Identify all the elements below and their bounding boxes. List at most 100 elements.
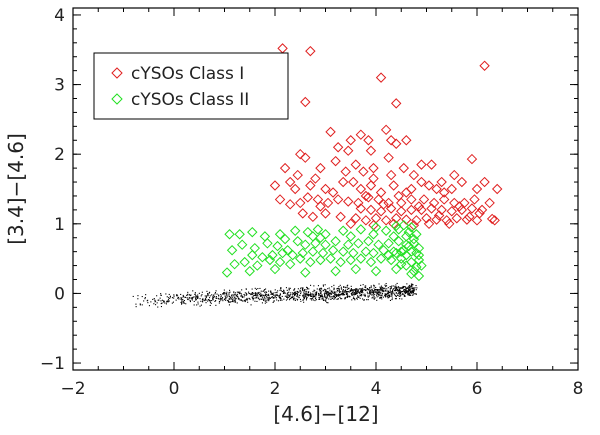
field-star-point [320,292,322,294]
field-star-point [266,291,268,293]
field-star-point [326,292,328,294]
class-i-point [486,213,498,225]
class-ii-point [406,256,417,268]
class-ii-point [401,231,412,242]
x-tick-label: 6 [472,379,483,399]
field-star-point [399,292,401,294]
field-star-point [411,291,413,293]
field-star-point [288,289,290,291]
class-i-point [426,203,437,214]
field-star-point [264,297,266,299]
field-star-point [390,286,392,288]
field-star-point [349,289,351,291]
field-star-point [410,288,412,290]
field-star-point [207,295,209,297]
class-i-point [269,180,281,191]
field-star-point [226,296,228,298]
field-star-point [305,291,307,293]
x-tick-label: 2 [270,379,281,399]
field-star-point [321,298,323,300]
field-star-point [348,296,350,298]
field-star-point [401,293,403,295]
field-star-point [391,294,393,296]
field-star-point [263,296,265,298]
y-tick-label: 1 [54,215,65,235]
class-i-point [426,159,437,170]
field-star-point [357,296,359,298]
field-star-point [363,299,365,301]
field-star-point [338,295,340,297]
class-i-point [320,183,331,195]
field-star-point [352,291,354,293]
field-star-point [197,296,199,298]
field-star-point [306,288,308,290]
field-star-point [288,296,290,298]
field-star-point [380,288,382,290]
field-star-point [350,289,352,291]
field-star-point [244,299,246,301]
field-star-point [404,294,406,296]
field-star-point [271,296,273,298]
class-ii-point [300,267,311,278]
field-star-point [341,298,343,300]
field-star-point [266,295,268,297]
field-star-point [272,301,274,303]
field-star-point [397,294,399,296]
field-star-point [361,289,363,291]
field-star-point [333,298,335,300]
field-star-point [234,300,236,302]
field-star-point [347,284,349,286]
field-star-point [278,295,280,297]
field-star-point [395,292,397,294]
field-star-point [354,298,356,300]
field-star-point [357,291,359,293]
class-ii-point [353,238,364,249]
field-star-point [320,290,322,292]
class-i-point [438,194,450,205]
field-star-point [293,298,295,300]
field-star-point [257,294,259,296]
field-star-point [297,293,299,295]
field-star-point [325,289,327,291]
field-star-point [344,289,346,291]
field-star-point [350,285,352,287]
class-i-point [330,155,341,167]
field-star-point [274,295,276,297]
field-star-point [376,294,378,296]
field-star-point [144,297,146,299]
field-star-point [356,290,358,292]
y-tick-label: 0 [54,284,65,304]
field-star-point [338,289,340,291]
field-star-point [411,284,413,286]
field-star-point [360,295,362,297]
field-star-point [314,296,316,298]
field-star-point [187,294,189,296]
class-i-point [491,183,503,195]
field-star-point [381,290,383,292]
field-star-point [312,296,314,298]
field-star-point [325,292,327,294]
class-ii-point [393,236,404,247]
field-star-point [400,288,402,290]
field-star-point [287,292,289,294]
field-star-point [329,294,331,296]
field-star-point [312,293,314,295]
field-star-point [344,297,346,299]
class-i-point [406,204,417,216]
field-star-point [190,294,192,296]
field-star-point [252,297,254,299]
field-star-point [261,297,263,299]
field-star-point [328,298,330,300]
field-star-point [408,286,410,288]
field-star-point [320,294,322,296]
field-star-point [187,293,189,295]
field-star-point [235,295,237,297]
field-star-point [244,292,246,294]
field-star-point [202,301,204,303]
field-star-point [380,287,382,289]
field-star-point [362,287,364,289]
field-star-point [371,288,373,290]
field-star-point [364,286,366,288]
field-star-point [325,296,327,298]
field-star-point [385,293,387,295]
